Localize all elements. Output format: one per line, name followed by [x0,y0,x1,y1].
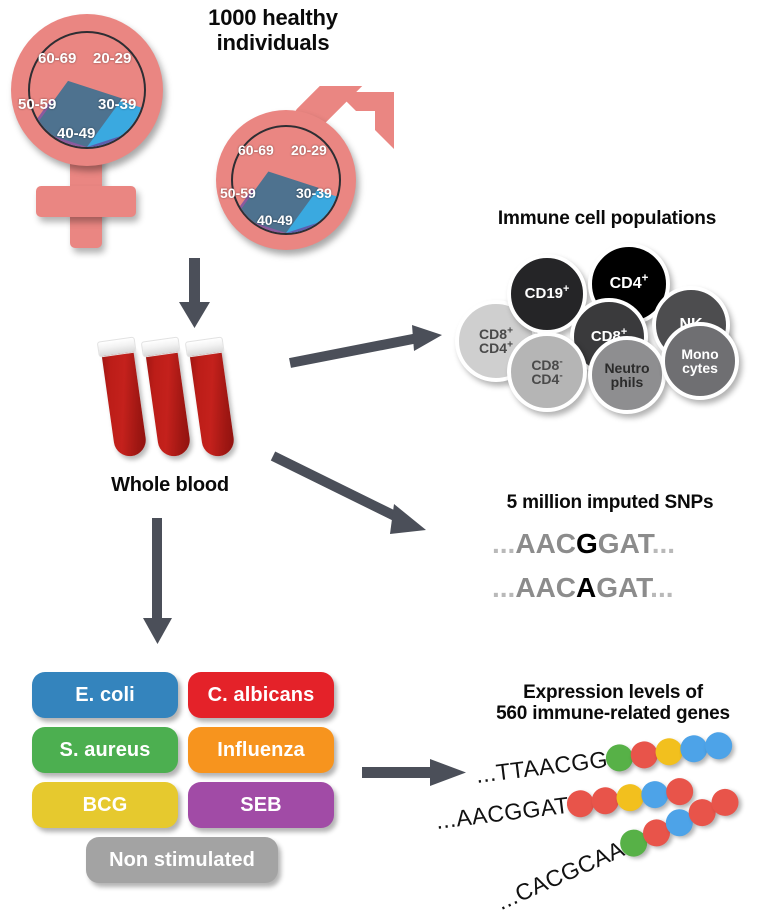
immune-bubble-label: CD8+ CD4+ [479,325,513,356]
pie-label-60-69: 60-69 [238,142,274,158]
whole-blood-tubes [96,336,278,468]
blood-tube [184,336,236,459]
snps-title: 5 million imputed SNPs [506,492,714,513]
immune-bubble-label: Neutro phils [604,359,650,390]
stimulus-bcg[interactable]: BCG [32,782,178,828]
pie-label-40-49: 40-49 [257,212,293,228]
whole-blood-label: Whole blood [111,474,229,496]
female-age-pie-chart [28,31,146,149]
immune-bubble-neutrophils: Neutro phils [588,336,666,414]
pie-label-50-59: 50-59 [18,96,57,113]
immune-populations-title: Immune cell populations [497,208,717,229]
expression-title-line1: Expression levels of [523,682,703,703]
snp-suffix: ... [651,528,676,559]
dna-bead [653,736,684,767]
snp-allele-row-1: ...AACGGAT... [492,528,675,560]
blood-tube-body [101,346,148,459]
snp-prefix: ... [492,528,516,559]
stimulus-e-coli[interactable]: E. coli [32,672,178,718]
immune-bubble-monocytes: Mono cytes [661,322,739,400]
arrow-blood-to-immune [289,325,450,373]
male-gender-symbol: 20-29 30-39 40-49 50-59 60-69 [212,86,422,256]
stimulus-seb[interactable]: SEB [188,782,334,828]
snp-variant-base: A [576,572,597,603]
immune-bubble-label: CD4+ [609,272,649,292]
arrow-stimuli-to-expression [362,758,468,790]
pie-label-60-69: 60-69 [38,50,77,67]
immune-bubble-cd8n-cd4n: CD8- CD4- [507,332,587,412]
male-age-pie-chart [231,125,341,235]
pie-label-30-39: 30-39 [296,185,332,201]
arrow-blood-to-stimuli [138,518,178,646]
male-symbol-arrow [295,86,394,149]
pie-label-30-39: 30-39 [98,96,137,113]
cohort-title: 1000 healthy individuals [178,5,368,55]
pie-label-20-29: 20-29 [291,142,327,158]
snp-left-bases: AAC [515,572,577,603]
dna-strand-1: ...TTAACGG [474,730,734,789]
stimulus-s-aureus[interactable]: S. aureus [32,727,178,773]
dna-bead [614,782,646,813]
dna-bead [590,785,621,816]
immune-bubble-label: CD8- CD4- [531,356,563,387]
gene-expression-strands: ...TTAACGG ...AACGGAT ...CACGCAA [434,730,771,920]
dna-strand-sequence: ...TTAACGG [474,745,610,788]
dna-strand-sequence: ...CACGCAA [492,835,629,915]
immune-bubble-cluster: CD8+CD4+ CD19+ CD4+ NK CD8+ CD8-CD4- Neu… [455,238,755,418]
arrow-cohort-to-blood [175,258,215,330]
immune-bubble-label: CD19+ [524,283,570,303]
pie-label-50-59: 50-59 [220,185,256,201]
snp-right-bases: GAT [596,572,651,603]
stimulus-non-stimulated[interactable]: Non stimulated [86,837,278,883]
pie-label-20-29: 20-29 [93,50,132,67]
blood-tube [140,336,192,459]
stimuli-panel: E. coli C. albicans S. aureus Influenza … [30,672,340,892]
snp-suffix: ... [650,572,674,603]
snp-sequences: ...AACGGAT... ...AACAGAT... [492,528,742,618]
blood-tube [96,336,148,459]
snp-right-bases: GAT [597,528,652,559]
blood-tube-body [189,346,236,459]
dna-bead [639,779,670,810]
snp-variant-base: G [576,528,598,559]
pie-label-40-49: 40-49 [57,125,96,142]
dna-bead [628,739,659,770]
female-symbol-crossbar [36,186,136,217]
expression-title: Expression levels of 560 immune-related … [460,682,766,725]
cohort-title-line1: 1000 healthy [208,5,338,30]
female-gender-symbol: 20-29 30-39 40-49 50-59 60-69 [8,8,188,248]
blood-tube-body [145,346,192,459]
immune-bubble-label: Mono cytes [681,345,719,376]
arrow-blood-to-snps [270,450,438,546]
stimulus-c-albicans[interactable]: C. albicans [188,672,334,718]
snp-left-bases: AAC [515,528,577,559]
dna-bead [703,730,734,761]
snp-prefix: ... [492,572,516,603]
expression-title-line2: 560 immune-related genes [496,703,730,725]
dna-strand-sequence: ...AACGGAT [434,791,571,834]
snp-allele-row-2: ...AACAGAT... [492,572,674,604]
stimulus-influenza[interactable]: Influenza [188,727,334,773]
cohort-title-line2: individuals [216,29,330,55]
dna-bead [678,733,709,764]
